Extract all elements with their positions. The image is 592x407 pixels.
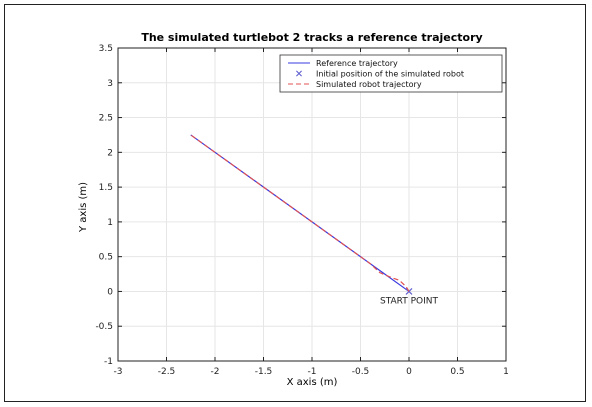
- x-tick-label: 1: [503, 367, 509, 377]
- y-tick-label: 0: [107, 287, 113, 297]
- x-tick-label: -2: [211, 367, 220, 377]
- x-tick-label: -0.5: [352, 367, 370, 377]
- y-axis-label: Y axis (m): [78, 182, 89, 233]
- x-axis-label: X axis (m): [287, 377, 338, 388]
- annotations: START POINT: [380, 296, 439, 306]
- grid: [117, 47, 507, 362]
- y-tick-label: 0.5: [99, 253, 113, 263]
- reference-trajectory-line: [190, 134, 410, 292]
- start-point-annotation: START POINT: [380, 296, 439, 306]
- y-tick-label: 3: [107, 79, 113, 89]
- x-tick-label: -3: [114, 367, 123, 377]
- y-tick-label: 2.5: [99, 114, 113, 124]
- y-tick-label: 2: [107, 148, 113, 158]
- legend-swatch: [296, 70, 302, 77]
- axis-ticks: -3 -2.5 -2 -1.5 -1 -0.5 0 0.5 1 -1 -0.5 0 0.5 1 1.5 2 2.…: [95, 44, 508, 377]
- y-tick-label: 3.5: [99, 44, 113, 54]
- x-tick-label: -2.5: [158, 367, 176, 377]
- x-tick-label: -1: [308, 367, 317, 377]
- y-tick-label: 1: [107, 218, 113, 228]
- legend-entry-label: Reference trajectory: [316, 59, 398, 68]
- legend: Reference trajectory Initial position of …: [279, 54, 503, 93]
- x-tick-label: -1.5: [255, 367, 273, 377]
- x-tick-label: 0.5: [450, 367, 464, 377]
- legend-box: [279, 54, 503, 93]
- plot-series: [190, 134, 413, 295]
- x-tick-label: 0: [406, 367, 412, 377]
- y-tick-label: -0.5: [95, 322, 113, 332]
- y-tick-label: 1.5: [99, 183, 113, 193]
- legend-entry-label: Simulated robot trajectory: [316, 80, 422, 89]
- legend-entry-label: Initial position of the simulated robot: [316, 70, 464, 79]
- chart-title: The simulated turtlebot 2 tracks a refer…: [141, 31, 482, 44]
- simulated-trajectory-line: [190, 134, 410, 292]
- y-tick-label: -1: [104, 357, 113, 367]
